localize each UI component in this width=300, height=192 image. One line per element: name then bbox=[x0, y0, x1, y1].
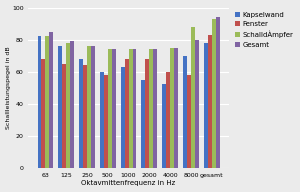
Bar bbox=[195, 40, 199, 168]
Bar bbox=[129, 49, 133, 168]
Bar bbox=[45, 36, 50, 168]
Bar bbox=[170, 48, 174, 168]
Bar bbox=[87, 46, 91, 168]
Bar bbox=[133, 49, 136, 168]
Bar bbox=[91, 46, 95, 168]
Y-axis label: Schallleistungspegel in dB: Schallleistungspegel in dB bbox=[6, 46, 10, 129]
Bar bbox=[204, 43, 208, 168]
Bar bbox=[124, 59, 129, 168]
Bar bbox=[79, 59, 83, 168]
Bar bbox=[58, 46, 62, 168]
Bar bbox=[112, 49, 116, 168]
Bar bbox=[104, 75, 108, 168]
Bar bbox=[38, 36, 41, 168]
Bar bbox=[50, 32, 53, 168]
Bar bbox=[62, 64, 66, 168]
Bar bbox=[216, 17, 220, 168]
Bar bbox=[83, 65, 87, 168]
Bar bbox=[146, 59, 149, 168]
Bar bbox=[208, 35, 212, 168]
Bar bbox=[166, 72, 170, 168]
Bar bbox=[66, 43, 70, 168]
Bar bbox=[142, 80, 146, 168]
Bar bbox=[212, 19, 216, 168]
Bar bbox=[100, 72, 104, 168]
Bar bbox=[108, 49, 112, 168]
Bar bbox=[174, 48, 178, 168]
Bar bbox=[41, 59, 45, 168]
X-axis label: Oktavmittenfrequenz in Hz: Oktavmittenfrequenz in Hz bbox=[82, 180, 176, 186]
Bar bbox=[149, 49, 153, 168]
Bar bbox=[191, 27, 195, 168]
Bar bbox=[162, 84, 166, 168]
Legend: Kapselwand, Fenster, SchalldÀmpfer, Gesamt: Kapselwand, Fenster, SchalldÀmpfer, Gesa… bbox=[234, 11, 294, 48]
Bar bbox=[183, 56, 187, 168]
Bar bbox=[70, 41, 74, 168]
Bar bbox=[187, 75, 191, 168]
Bar bbox=[153, 49, 157, 168]
Bar bbox=[121, 67, 124, 168]
